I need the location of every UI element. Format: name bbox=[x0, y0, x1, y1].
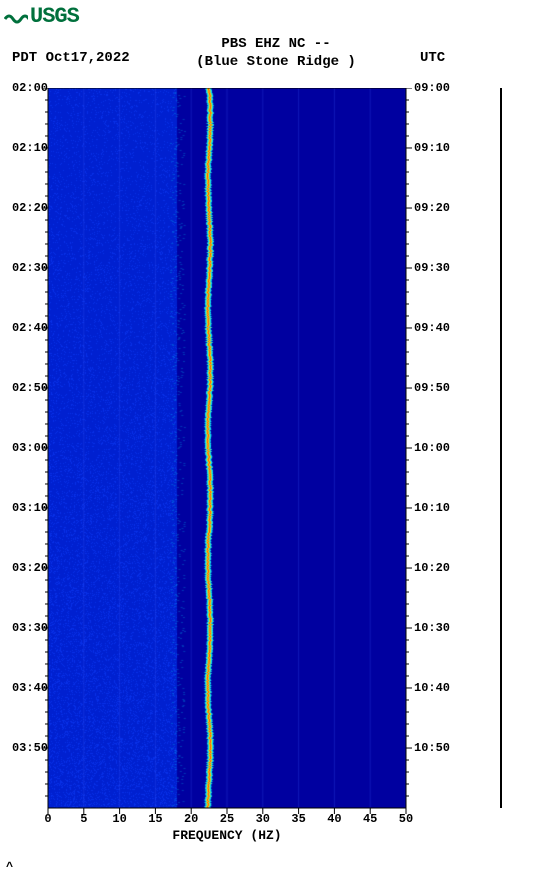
y-left-tick: 03:10 bbox=[12, 501, 48, 515]
x-tick: 45 bbox=[363, 812, 377, 826]
y-left-tick: 02:20 bbox=[12, 201, 48, 215]
x-tick: 5 bbox=[80, 812, 87, 826]
y-right-tick: 09:40 bbox=[414, 321, 450, 335]
logo-text: USGS bbox=[30, 4, 79, 29]
y-right-tick: 09:00 bbox=[414, 81, 450, 95]
y-right-tick: 09:20 bbox=[414, 201, 450, 215]
x-tick: 40 bbox=[327, 812, 341, 826]
y-right-tick: 09:50 bbox=[414, 381, 450, 395]
timezone-left: PDT Oct17,2022 bbox=[12, 50, 130, 66]
x-tick: 0 bbox=[44, 812, 51, 826]
x-axis: 05101520253035404550 bbox=[48, 812, 406, 826]
y-left-tick: 03:20 bbox=[12, 561, 48, 575]
x-tick: 25 bbox=[220, 812, 234, 826]
y-left-tick: 03:00 bbox=[12, 441, 48, 455]
usgs-logo: USGS bbox=[4, 4, 79, 29]
x-tick: 35 bbox=[291, 812, 305, 826]
y-left-tick: 02:30 bbox=[12, 261, 48, 275]
x-tick: 20 bbox=[184, 812, 198, 826]
x-tick: 50 bbox=[399, 812, 413, 826]
y-right-tick: 10:40 bbox=[414, 681, 450, 695]
y-right-tick: 10:10 bbox=[414, 501, 450, 515]
y-left-tick: 02:00 bbox=[12, 81, 48, 95]
colorbar-placeholder bbox=[500, 88, 502, 808]
y-right-tick: 09:30 bbox=[414, 261, 450, 275]
y-right-tick: 10:50 bbox=[414, 741, 450, 755]
caret-glyph: ^ bbox=[6, 860, 13, 874]
y-axis-left: 02:0002:1002:2002:3002:4002:5003:0003:10… bbox=[8, 88, 48, 808]
y-right-tick: 10:20 bbox=[414, 561, 450, 575]
x-tick: 15 bbox=[148, 812, 162, 826]
y-left-tick: 02:50 bbox=[12, 381, 48, 395]
spectrogram-plot bbox=[48, 88, 406, 808]
y-left-tick: 03:50 bbox=[12, 741, 48, 755]
y-left-tick: 03:40 bbox=[12, 681, 48, 695]
x-tick: 30 bbox=[256, 812, 270, 826]
wave-icon bbox=[4, 5, 28, 29]
y-right-tick: 10:30 bbox=[414, 621, 450, 635]
timezone-right: UTC bbox=[420, 50, 445, 66]
y-right-tick: 10:00 bbox=[414, 441, 450, 455]
x-tick: 10 bbox=[112, 812, 126, 826]
x-axis-label: FREQUENCY (HZ) bbox=[48, 828, 406, 843]
y-left-tick: 03:30 bbox=[12, 621, 48, 635]
y-left-tick: 02:40 bbox=[12, 321, 48, 335]
y-right-tick: 09:10 bbox=[414, 141, 450, 155]
y-axis-right: 09:0009:1009:2009:3009:4009:5010:0010:10… bbox=[406, 88, 450, 808]
y-left-tick: 02:10 bbox=[12, 141, 48, 155]
